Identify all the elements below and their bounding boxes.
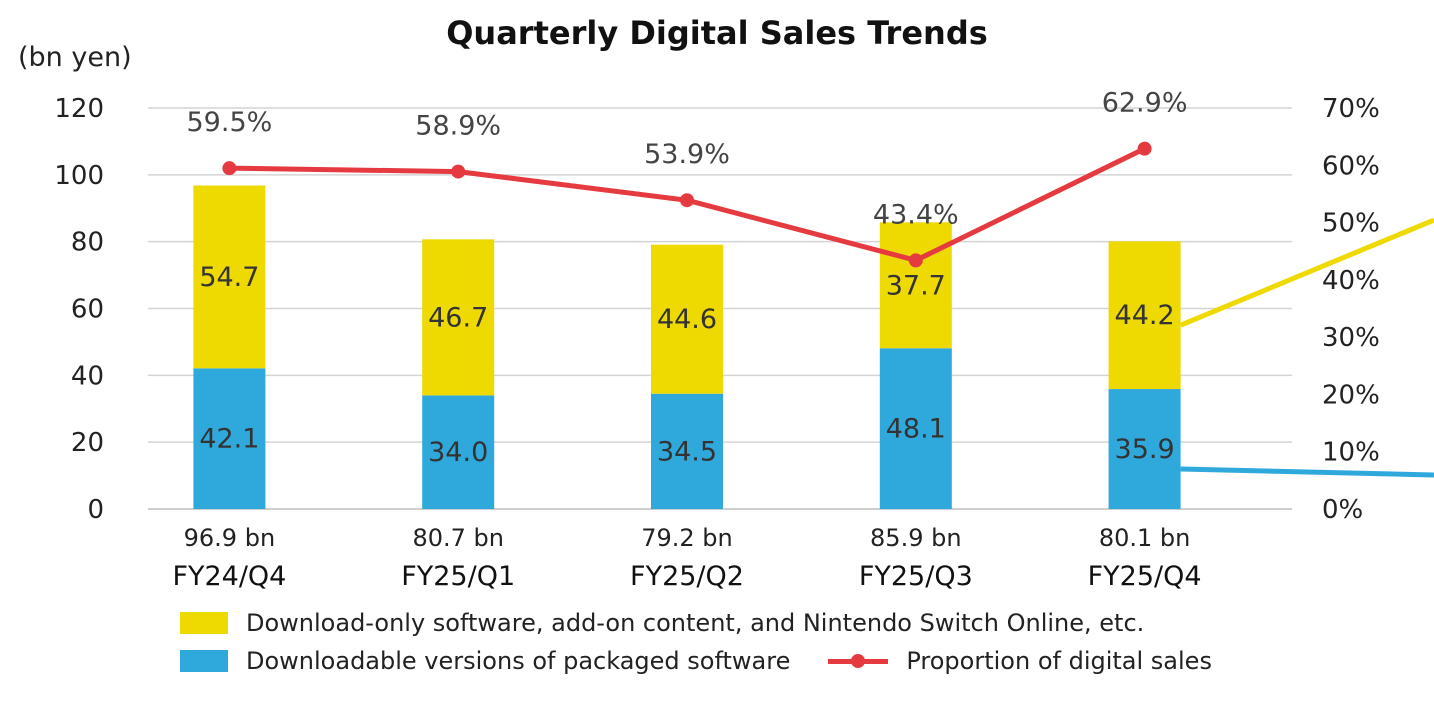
callout-line-download-only [1179, 217, 1434, 328]
legend-label-proportion: Proportion of digital sales [906, 647, 1212, 675]
proportion-point [680, 193, 694, 208]
y-tick-right: 30% [1322, 323, 1380, 353]
data-label-download-only: 37.7 [886, 270, 946, 301]
total-label: 80.7 bn [412, 524, 504, 552]
bar-segment-download-only [1108, 241, 1181, 390]
y-tick-left: 100 [54, 161, 104, 191]
bar-segment-download-only [651, 244, 723, 394]
bar-segment-packaged [651, 393, 723, 509]
bar-segment-download-only [422, 239, 495, 396]
data-label-packaged: 35.9 [1115, 434, 1175, 465]
proportion-label: 58.9% [415, 111, 501, 142]
x-tick-label: FY25/Q4 [1088, 561, 1202, 592]
y-tick-left: 120 [54, 94, 104, 124]
legend-swatch-blue [180, 650, 228, 672]
proportion-label: 53.9% [644, 139, 730, 170]
legend-swatch-line [828, 650, 889, 672]
proportion-point [451, 164, 466, 179]
data-label-packaged: 42.1 [199, 424, 259, 455]
y-tick-right: 20% [1322, 380, 1380, 410]
left-axis-unit: (bn yen) [18, 42, 132, 73]
x-tick-label: FY25/Q1 [401, 561, 515, 592]
y-tick-left: 80 [71, 228, 104, 258]
total-label: 96.9 bn [184, 524, 276, 552]
bar-segment-download-only [879, 222, 952, 349]
callout-lines [1179, 217, 1434, 478]
proportion-label: 43.4% [873, 199, 959, 230]
legend-label-packaged: Downloadable versions of packaged softwa… [246, 647, 791, 675]
y-tick-right: 60% [1322, 151, 1380, 181]
proportion-point [222, 161, 237, 176]
proportion-line [222, 141, 1152, 268]
legend-swatch-yellow [180, 612, 228, 634]
y-tick-right: 50% [1322, 209, 1380, 239]
proportion-label: 59.5% [187, 107, 273, 138]
x-tick-label: FY25/Q3 [859, 561, 973, 592]
proportion-label: 62.9% [1102, 88, 1188, 119]
bar-segment-packaged [422, 395, 495, 509]
y-tick-right: 70% [1322, 94, 1380, 124]
y-tick-left: 20 [71, 428, 104, 458]
bar-segment-packaged [1108, 389, 1181, 509]
data-label-download-only: 44.6 [657, 304, 717, 335]
bar-segment-packaged [879, 348, 952, 509]
chart-title: Quarterly Digital Sales Trends [446, 14, 988, 52]
y-tick-left: 40 [71, 361, 104, 391]
callout-line-packaged [1180, 466, 1434, 478]
y-tick-right: 0% [1322, 495, 1363, 525]
total-label: 80.1 bn [1099, 524, 1191, 552]
bar-segment-packaged [193, 368, 266, 509]
data-label-download-only: 46.7 [428, 302, 488, 333]
bar-segment-download-only [193, 185, 266, 369]
data-label-download-only: 54.7 [199, 262, 259, 293]
y-tick-left: 0 [87, 495, 104, 525]
x-tick-label: FY24/Q4 [172, 561, 286, 592]
data-label-packaged: 34.5 [657, 436, 717, 467]
labels: 0 20 40 60 80 100 120 0% 10% 20% 30% 40% 50% 60% 70% 42… [54, 88, 1379, 592]
total-label: 79.2 bn [641, 524, 733, 552]
y-tick-right: 40% [1322, 266, 1380, 296]
legend-item-download-only: Download-only software, add-on content, … [180, 609, 1144, 637]
data-label-packaged: 48.1 [886, 414, 946, 445]
legend-label-download-only: Download-only software, add-on content, … [246, 609, 1145, 637]
legend-row-2: Downloadable versions of packaged softwa… [180, 647, 1212, 675]
data-label-packaged: 34.0 [428, 437, 488, 468]
x-tick-label: FY25/Q2 [630, 561, 744, 592]
proportion-point [1137, 141, 1152, 156]
bars [193, 185, 1181, 509]
proportion-point [908, 253, 923, 268]
total-label: 85.9 bn [870, 524, 962, 552]
y-tick-right: 10% [1322, 438, 1380, 468]
data-label-download-only: 44.2 [1115, 300, 1175, 331]
y-tick-left: 60 [71, 295, 104, 325]
